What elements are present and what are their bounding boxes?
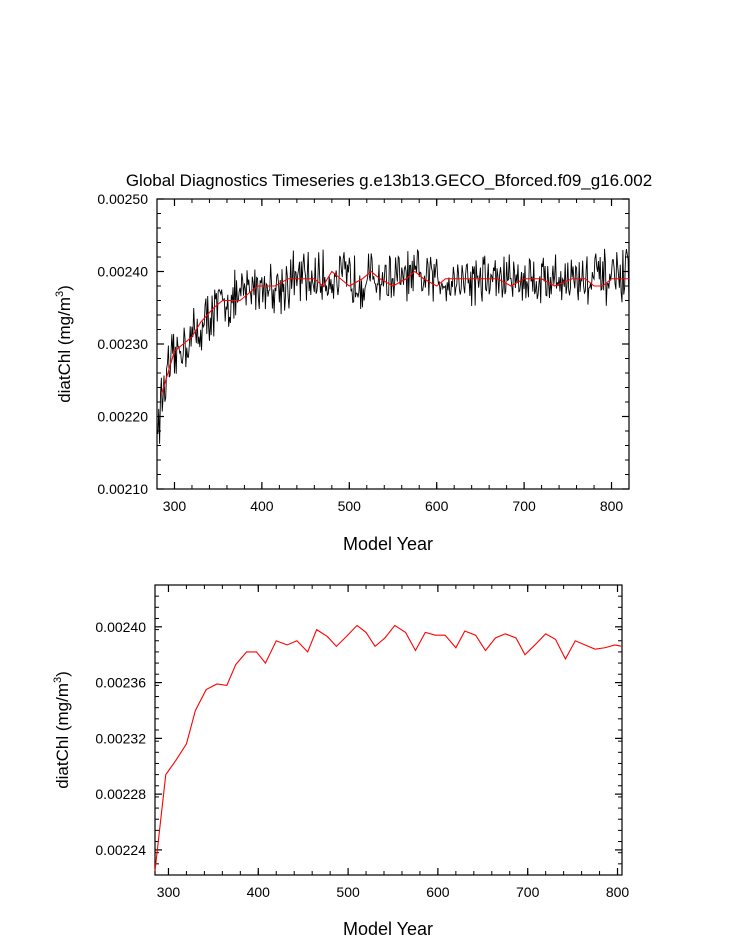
series-group	[154, 624, 623, 871]
x-tick-label: 400	[247, 884, 271, 900]
y-axis-label: diatChl (mg/m3)	[54, 285, 74, 403]
x-tick-label: 800	[600, 498, 624, 514]
x-tick-label: 800	[606, 884, 630, 900]
y-tick-label: 0.00240	[95, 619, 146, 635]
series-line-annual-mean	[154, 624, 623, 871]
x-tick-labels: 300 400 500 600 700 800	[163, 498, 624, 514]
x-tick-label: 600	[426, 884, 450, 900]
y-tick-label: 0.00240	[97, 264, 148, 280]
y-axis-label-sup: 3	[54, 291, 66, 297]
chart-title: Global Diagnostics Timeseries g.e13b13.G…	[126, 171, 652, 190]
y-tick-labels: 0.00210 0.00220 0.00230 0.00240 0.00250	[97, 191, 148, 497]
series-line-annual-mean	[160, 270, 629, 395]
y-tick-label: 0.00224	[95, 842, 146, 858]
x-tick-label: 700	[516, 884, 540, 900]
y-axis-label-sup: 3	[52, 677, 64, 683]
x-axis-label: Model Year	[343, 534, 433, 554]
y-tick-label: 0.00210	[97, 481, 148, 497]
tick-marks	[156, 198, 630, 490]
y-axis-label-main: diatChl (mg/m	[53, 683, 72, 789]
y-axis-label-main: diatChl (mg/m	[55, 297, 74, 403]
tick-marks	[155, 584, 622, 876]
x-tick-label: 300	[157, 884, 181, 900]
x-tick-label: 500	[336, 884, 360, 900]
y-axis-label-close: )	[55, 285, 74, 291]
y-tick-label: 0.00220	[97, 409, 148, 425]
series-line-monthly	[157, 248, 630, 444]
plot-frame	[156, 198, 630, 490]
y-tick-label: 0.00230	[97, 336, 148, 352]
y-tick-label: 0.00232	[95, 730, 146, 746]
y-tick-labels: 0.00224 0.00228 0.00232 0.00236 0.00240	[95, 619, 146, 858]
plot-frame	[154, 584, 623, 876]
x-tick-label: 500	[338, 498, 362, 514]
x-tick-label: 400	[250, 498, 274, 514]
chart-top: Global Diagnostics Timeseries g.e13b13.G…	[54, 171, 652, 554]
y-axis-label: diatChl (mg/m3)	[52, 671, 72, 789]
x-tick-labels: 300 400 500 600 700 800	[157, 884, 630, 900]
x-tick-label: 700	[512, 498, 536, 514]
chart-bottom: 0.00224 0.00228 0.00232 0.00236 0.00240 300 4…	[52, 584, 630, 939]
x-tick-label: 300	[163, 498, 187, 514]
y-axis-label-close: )	[53, 671, 72, 677]
y-tick-label: 0.00228	[95, 786, 146, 802]
x-tick-label: 600	[425, 498, 449, 514]
series-group	[157, 248, 630, 444]
y-tick-label: 0.00236	[95, 675, 146, 691]
x-axis-label: Model Year	[343, 919, 433, 939]
y-tick-label: 0.00250	[97, 191, 148, 207]
